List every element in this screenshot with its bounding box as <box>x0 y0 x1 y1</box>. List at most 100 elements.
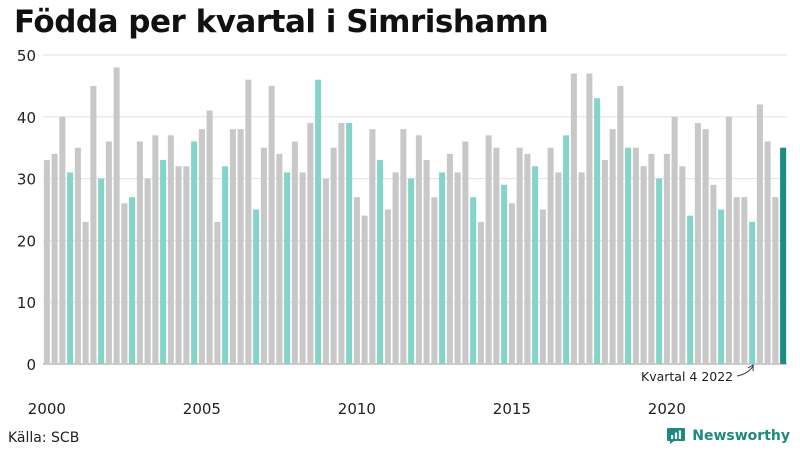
bar <box>299 172 306 364</box>
annotation-arrowhead <box>747 364 754 371</box>
bar <box>640 166 647 364</box>
bar <box>501 184 508 364</box>
bar <box>648 153 655 364</box>
source-note: Källa: SCB <box>8 430 80 446</box>
bar <box>361 215 368 364</box>
x-tick-label: 2015 <box>493 400 531 418</box>
bar <box>710 184 717 364</box>
bar <box>307 122 314 364</box>
bar <box>609 129 616 364</box>
bar <box>90 85 97 365</box>
bar <box>245 79 252 364</box>
bar <box>191 141 198 364</box>
x-tick-label: 2005 <box>183 400 221 418</box>
bar <box>315 79 322 364</box>
bar <box>214 221 221 364</box>
bar <box>353 197 360 364</box>
bar <box>694 122 701 364</box>
bar <box>392 172 399 364</box>
bar <box>144 178 151 364</box>
x-tick-label: 2010 <box>338 400 376 418</box>
bar <box>718 209 725 364</box>
bar <box>578 172 585 364</box>
bar <box>253 209 260 364</box>
x-axis: 2000 2005 2010 2015 2020 <box>28 400 686 418</box>
bar <box>687 215 694 364</box>
brand-name: Newsworthy <box>692 428 790 444</box>
bar <box>105 141 112 364</box>
bar <box>346 122 353 364</box>
bar <box>663 153 670 364</box>
bar <box>377 160 384 364</box>
bar <box>439 172 446 364</box>
bar <box>322 178 329 364</box>
grid-lines <box>43 54 787 365</box>
bar <box>384 209 391 364</box>
bar <box>625 147 632 364</box>
bar <box>756 104 763 364</box>
bar <box>206 110 213 365</box>
bar <box>563 135 570 364</box>
y-tick-label: 50 <box>17 47 36 65</box>
bar <box>462 141 469 364</box>
bar <box>524 153 531 364</box>
bar <box>400 129 407 364</box>
bar <box>547 147 554 364</box>
y-tick-label: 20 <box>17 232 36 250</box>
bar <box>594 98 601 364</box>
bar <box>733 197 740 364</box>
bar <box>601 160 608 364</box>
bar <box>59 116 66 364</box>
bar <box>485 135 492 364</box>
x-tick-label: 2000 <box>28 400 66 418</box>
bar <box>51 153 58 364</box>
bar <box>477 221 484 364</box>
x-tick-label: 2020 <box>648 400 686 418</box>
bar <box>702 129 709 364</box>
bar <box>408 178 415 364</box>
y-tick-label: 30 <box>17 171 36 189</box>
bar <box>260 147 267 364</box>
y-tick-label: 40 <box>17 109 36 127</box>
y-tick-label: 0 <box>26 356 36 374</box>
bar <box>338 122 345 364</box>
bar <box>617 85 624 365</box>
bar <box>268 85 275 365</box>
bar <box>555 172 562 364</box>
bar <box>508 203 515 364</box>
bar <box>198 129 205 364</box>
bar <box>679 166 686 364</box>
annotation-arrow <box>736 365 754 377</box>
bar <box>113 67 120 365</box>
bar <box>570 73 577 364</box>
bar <box>741 197 748 364</box>
bar <box>67 172 74 364</box>
bar <box>369 129 376 364</box>
bar <box>470 197 477 364</box>
bar <box>121 203 128 364</box>
bar <box>330 147 337 364</box>
bar <box>586 73 593 364</box>
bar <box>532 166 539 364</box>
bar <box>284 172 291 364</box>
bar <box>160 160 167 364</box>
bars <box>43 67 787 365</box>
annotation: Kvartal 4 2022 <box>641 364 754 384</box>
bar <box>780 147 787 364</box>
bar <box>183 166 190 364</box>
bar <box>772 197 779 364</box>
annotation-label: Kvartal 4 2022 <box>641 369 733 384</box>
bar <box>493 147 500 364</box>
y-axis: 0 10 20 30 40 50 <box>17 47 36 374</box>
bar <box>82 221 89 364</box>
bar <box>749 221 756 364</box>
bar <box>431 197 438 364</box>
bar <box>415 135 422 364</box>
y-tick-label: 10 <box>17 294 36 312</box>
bar <box>291 141 298 364</box>
bar <box>152 135 159 364</box>
bar <box>237 129 244 364</box>
bar <box>632 147 639 364</box>
bar <box>276 153 283 364</box>
